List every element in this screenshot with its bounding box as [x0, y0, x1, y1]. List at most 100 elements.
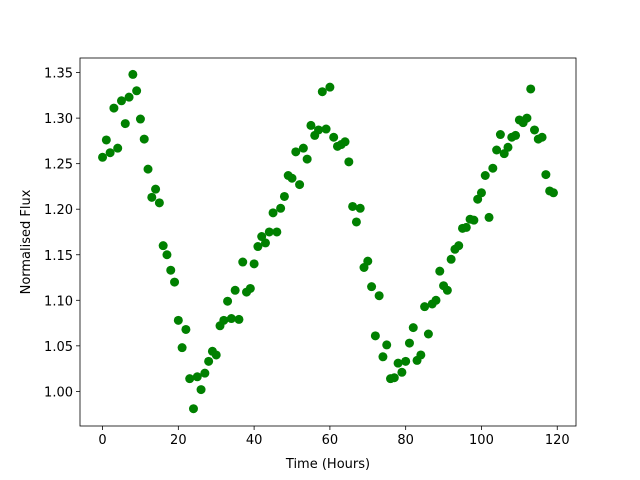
- y-tick-label: 1.00: [44, 385, 73, 400]
- point: [469, 215, 479, 225]
- point: [226, 314, 236, 324]
- point: [526, 84, 536, 94]
- point: [162, 250, 172, 260]
- point: [200, 368, 210, 378]
- point: [211, 350, 221, 360]
- x-tick-label: 60: [322, 433, 339, 448]
- point: [530, 125, 540, 135]
- point: [420, 302, 430, 312]
- point: [135, 114, 145, 124]
- point: [295, 180, 305, 190]
- point: [488, 163, 498, 173]
- point: [404, 338, 414, 348]
- point: [370, 331, 380, 341]
- x-tick-label: 40: [246, 433, 263, 448]
- point: [397, 367, 407, 377]
- point: [492, 145, 502, 155]
- point: [351, 217, 361, 227]
- point: [363, 256, 373, 266]
- point: [325, 82, 335, 92]
- point: [382, 340, 392, 350]
- point: [170, 277, 180, 287]
- point: [188, 404, 198, 414]
- point: [302, 154, 312, 164]
- point: [378, 352, 388, 362]
- point: [260, 238, 270, 248]
- point: [314, 125, 324, 135]
- point: [268, 208, 278, 218]
- point: [480, 171, 490, 181]
- point: [454, 241, 464, 251]
- point: [401, 356, 411, 366]
- y-tick-label: 1.25: [44, 158, 73, 173]
- point: [461, 222, 471, 232]
- point: [329, 132, 339, 142]
- point: [151, 184, 161, 194]
- point: [484, 212, 494, 222]
- point: [276, 203, 286, 213]
- point: [238, 257, 248, 267]
- point: [253, 242, 263, 252]
- point: [416, 350, 426, 360]
- point: [321, 124, 331, 134]
- point: [272, 227, 282, 237]
- point: [393, 358, 403, 368]
- point: [249, 259, 259, 269]
- point: [348, 201, 358, 211]
- point: [158, 241, 168, 251]
- point: [234, 314, 244, 324]
- point: [154, 198, 164, 208]
- point: [124, 92, 134, 102]
- point: [476, 188, 486, 198]
- x-tick-label: 20: [170, 433, 187, 448]
- point: [374, 291, 384, 301]
- point: [355, 203, 365, 213]
- point: [435, 266, 445, 276]
- point: [408, 323, 418, 333]
- point: [192, 372, 202, 382]
- point: [245, 283, 255, 293]
- point: [541, 170, 551, 180]
- point: [446, 254, 456, 264]
- x-tick-label: 80: [397, 433, 414, 448]
- point: [105, 148, 115, 158]
- point: [173, 315, 183, 325]
- point: [166, 265, 176, 275]
- point: [495, 130, 505, 140]
- y-tick-label: 1.35: [44, 67, 73, 82]
- point: [287, 173, 297, 183]
- point: [264, 227, 274, 237]
- y-axis-label: Normalised Flux: [19, 189, 34, 294]
- point: [367, 282, 377, 292]
- x-tick-label: 0: [98, 433, 106, 448]
- point: [317, 87, 327, 97]
- point: [147, 192, 157, 202]
- point: [196, 385, 206, 395]
- x-axis-label: Time (Hours): [285, 457, 370, 472]
- point: [223, 296, 233, 306]
- y-tick-label: 1.30: [44, 112, 73, 127]
- point: [113, 143, 123, 153]
- point: [132, 86, 142, 96]
- point: [522, 113, 532, 123]
- point: [511, 130, 521, 140]
- point: [204, 356, 214, 366]
- point: [291, 147, 301, 157]
- point: [298, 143, 308, 153]
- y-tick-label: 1.05: [44, 340, 73, 355]
- point: [389, 373, 399, 383]
- x-tick-label: 120: [545, 433, 570, 448]
- point: [128, 69, 138, 79]
- point: [219, 315, 229, 325]
- point: [181, 324, 191, 334]
- point: [120, 119, 130, 129]
- point: [279, 191, 289, 201]
- point: [442, 285, 452, 295]
- point: [548, 188, 558, 198]
- point: [344, 157, 354, 167]
- point: [139, 134, 149, 144]
- point: [143, 164, 153, 174]
- point: [101, 135, 111, 145]
- point: [177, 343, 187, 353]
